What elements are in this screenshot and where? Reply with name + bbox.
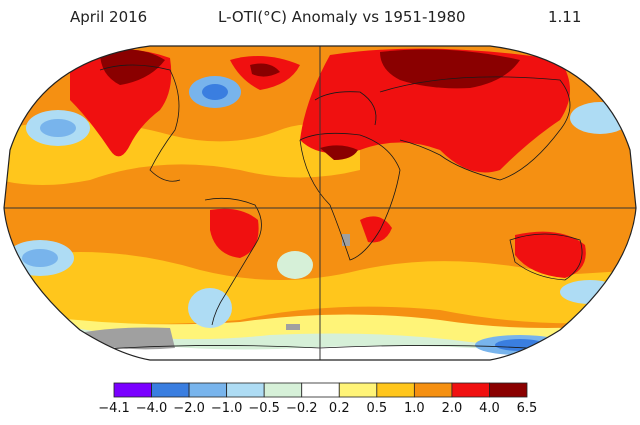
color-scale-tick-label: −4.1: [98, 401, 130, 416]
color-scale-tick-label: −0.5: [248, 401, 280, 416]
warm-anomaly: [210, 208, 259, 258]
color-scale-tick-label: 6.5: [517, 401, 538, 416]
color-scale-bins: [113, 382, 528, 398]
color-scale-bin: [151, 382, 190, 398]
cold-anomaly: [277, 251, 313, 279]
color-scale-bin: [226, 382, 265, 398]
warm-anomaly: [320, 145, 358, 160]
color-scale-bin: [338, 382, 378, 398]
warm-anomaly: [100, 49, 165, 85]
warm-anomaly: [300, 48, 570, 173]
color-scale-tick-label: 1.0: [404, 401, 425, 416]
color-scale-tick-label: 0.2: [329, 401, 350, 416]
missing-data: [286, 324, 300, 330]
map-title: L-OTI(°C) Anomaly vs 1951-1980: [218, 8, 466, 26]
cold-anomaly: [495, 339, 545, 351]
color-scale-tick-label: −0.2: [286, 401, 318, 416]
field-band: [40, 330, 560, 360]
color-scale-tick-label: −2.0: [173, 401, 205, 416]
color-scale-tick-label: 0.5: [366, 401, 387, 416]
cold-anomaly: [202, 84, 228, 100]
warm-anomaly: [515, 231, 586, 278]
color-scale-ticks: −4.1 −4.0 −2.0 −1.0 −0.5 −0.2 0.2 0.5 1.0 2.0 4.0 6…: [98, 401, 537, 416]
map-date-label: April 2016: [70, 8, 148, 26]
anomaly-map: [3, 45, 637, 361]
cold-anomaly: [188, 288, 232, 328]
cold-anomaly: [22, 249, 58, 267]
cold-anomaly: [40, 119, 76, 137]
color-scale-bin: [413, 382, 453, 398]
color-scale-bin: [451, 382, 490, 398]
field-band: [4, 121, 360, 185]
color-scale: −4.1 −4.0 −2.0 −1.0 −0.5 −0.2 0.2 0.5 1.0 2.0 4.0 6…: [98, 382, 537, 416]
warm-anomaly: [250, 63, 280, 77]
color-scale-tick-label: 4.0: [479, 401, 500, 416]
global-mean-anomaly: 1.11: [548, 8, 582, 26]
color-scale-bin: [113, 382, 152, 398]
warm-anomaly: [360, 216, 392, 243]
color-scale-bin: [301, 382, 340, 398]
color-scale-tick-label: −1.0: [211, 401, 243, 416]
color-scale-bin: [188, 382, 228, 398]
color-scale-tick-label: −4.0: [136, 401, 168, 416]
color-scale-bin: [376, 382, 415, 398]
missing-data: [85, 327, 175, 350]
warm-anomaly: [380, 49, 520, 89]
missing-data: [342, 234, 350, 246]
color-scale-bin: [263, 382, 303, 398]
map-border: [3, 45, 637, 361]
color-scale-tick-label: 2.0: [442, 401, 463, 416]
color-scale-bin: [489, 382, 528, 398]
